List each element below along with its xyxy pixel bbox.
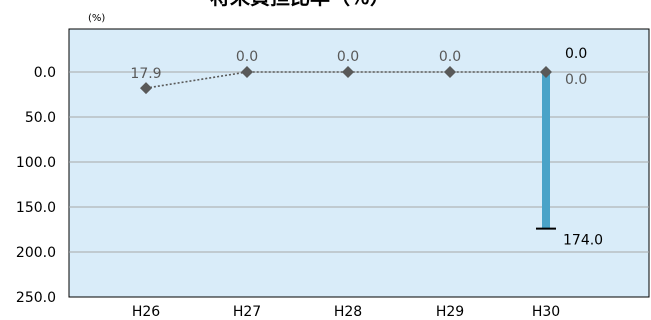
chart-title: 将来負担比率（％） — [210, 0, 390, 9]
gridlines — [69, 71, 649, 253]
unit-label: (%) — [88, 13, 105, 24]
x-tick-label: H26 — [132, 304, 160, 320]
y-tick-label: 150.0 — [16, 200, 56, 216]
data-label: 17.9 — [130, 66, 161, 82]
series-polyline — [145, 71, 546, 89]
data-point-marker — [342, 66, 354, 78]
range-high-label: 174.0 — [563, 233, 603, 249]
data-point-marker — [241, 66, 253, 78]
y-tick-label: 200.0 — [16, 245, 56, 261]
range-low-label: 0.0 — [565, 46, 587, 62]
series-line — [140, 66, 552, 95]
data-label: 0.0 — [236, 49, 258, 65]
x-tick-label: H30 — [532, 304, 560, 320]
data-label: 0.0 — [337, 49, 359, 65]
data-label: 0.0 — [565, 72, 587, 88]
data-point-marker — [540, 66, 552, 78]
y-axis-ticks: 0.0 50.0 100.0 150.0 200.0 250.0 — [16, 65, 56, 306]
data-labels: 17.9 0.0 0.0 0.0 0.0 — [130, 49, 587, 88]
y-tick-label: 50.0 — [25, 110, 56, 126]
range-bar-rect — [542, 72, 550, 229]
x-axis-ticks: H26 H27 H28 H29 H30 — [132, 304, 560, 320]
data-point-marker — [140, 82, 152, 95]
y-tick-label: 0.0 — [34, 65, 56, 81]
data-point-marker — [444, 66, 456, 78]
y-tick-label: 250.0 — [16, 290, 56, 306]
data-label: 0.0 — [439, 49, 461, 65]
x-tick-label: H28 — [334, 304, 362, 320]
y-tick-label: 100.0 — [16, 155, 56, 171]
x-tick-label: H29 — [436, 304, 464, 320]
range-bar: 174.0 0.0 — [536, 46, 603, 249]
x-tick-label: H27 — [233, 304, 261, 320]
